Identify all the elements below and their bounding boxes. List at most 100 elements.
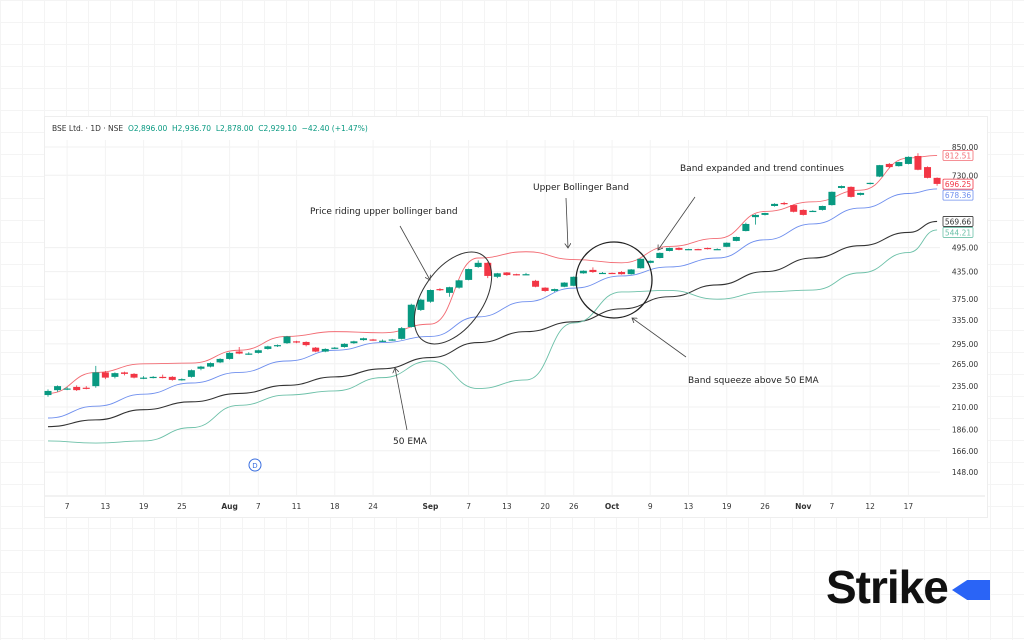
x-tick-label: Aug (221, 502, 238, 511)
candle-body (656, 252, 664, 258)
candle (417, 298, 425, 311)
x-tick-label: 7 (256, 502, 261, 511)
candle-body (924, 167, 932, 178)
candle (818, 205, 826, 211)
upper-band-line (47, 154, 938, 394)
squeeze-circle (575, 241, 653, 319)
candle-body (398, 328, 406, 339)
candle (694, 248, 702, 251)
candle (484, 262, 492, 279)
candle-body (904, 156, 912, 164)
annotation-price-riding: Price riding upper bollinger band (310, 207, 458, 217)
candle (82, 386, 90, 390)
x-tick-label: 19 (722, 502, 732, 511)
candle (675, 247, 683, 251)
candle (140, 376, 148, 380)
candle (63, 386, 71, 391)
candle-body (264, 346, 272, 349)
candle (847, 186, 855, 198)
candle-body (273, 345, 281, 347)
candle (771, 203, 779, 207)
candle (44, 389, 52, 397)
candle (359, 337, 367, 341)
candle-body (532, 280, 540, 287)
candle (799, 209, 807, 216)
candle-body (465, 269, 473, 280)
candle (512, 273, 520, 276)
candle-body (168, 376, 176, 380)
annotation-band-expanded: Band expanded and trend continues (680, 164, 844, 174)
y-tick-label: 730.00 (952, 171, 978, 180)
candle (532, 279, 540, 288)
candle (398, 326, 406, 340)
candle (665, 247, 673, 252)
x-tick-label: 20 (540, 502, 550, 511)
x-tick-label: 7 (466, 502, 471, 511)
candle-body (197, 366, 205, 369)
candle-body (589, 269, 597, 273)
candle (904, 156, 912, 165)
candle-body (637, 258, 645, 269)
y-tick-label: 210.00 (952, 403, 978, 412)
candle-body (293, 341, 301, 343)
price-label-middle-band: 678.36 (945, 191, 971, 200)
arrow-price-riding (399, 225, 430, 280)
candle (92, 365, 100, 388)
candle (455, 279, 463, 289)
candle (235, 347, 243, 355)
price-label-box (942, 178, 974, 190)
candle (273, 344, 281, 348)
candle (331, 347, 339, 349)
candle (283, 335, 291, 344)
symbol-name: BSE Ltd. (52, 124, 84, 133)
candle (589, 267, 597, 273)
candle-body (723, 242, 731, 247)
x-tick-label: 9 (648, 502, 653, 511)
y-tick-label: 375.00 (952, 295, 978, 304)
candle-body (120, 372, 128, 374)
x-tick-label: 18 (330, 502, 340, 511)
candle-body (665, 247, 673, 251)
candle (302, 341, 310, 347)
candle-body (713, 249, 721, 251)
candle (837, 185, 845, 189)
price-label-last-price: 696.25 (945, 180, 971, 189)
candle-body (646, 260, 654, 263)
x-tick-label: 12 (865, 502, 875, 511)
candle-body (474, 262, 482, 267)
candle-body (130, 373, 138, 378)
candle-body (187, 370, 195, 377)
price-axis[interactable]: 850.00 730.00 495.00 435.00 375.00 335.00 295.… (942, 143, 978, 477)
candle-body (790, 205, 798, 212)
candle (54, 385, 62, 392)
candle (293, 340, 301, 344)
arrow-upper-band (566, 197, 568, 248)
candle-body (312, 347, 320, 352)
candle (446, 286, 454, 297)
candle (207, 362, 215, 368)
candle-body (885, 163, 893, 168)
candle-body (732, 236, 740, 241)
x-tick-label: 24 (368, 502, 378, 511)
y-tick-label: 265.00 (952, 360, 978, 369)
candles (44, 153, 941, 397)
candle-body (876, 165, 884, 177)
candle (627, 269, 635, 275)
candle-body (493, 273, 501, 277)
candle-body (149, 376, 157, 379)
dividend-marker-icon[interactable] (248, 458, 262, 472)
candle (656, 252, 664, 259)
candle (933, 177, 941, 186)
candle-body (484, 262, 492, 276)
price-label-box (942, 189, 974, 201)
candle-body (73, 386, 81, 391)
candle-body (369, 339, 377, 341)
candle (828, 191, 836, 206)
candle-body (512, 274, 520, 276)
x-tick-label: 13 (502, 502, 512, 511)
candle-body (44, 390, 52, 396)
time-axis[interactable]: 7 13 19 25 Aug 7 11 18 24 Sep 7 13 20 26 Oct 9 13 19 26 Nov… (45, 495, 985, 511)
candle-body (216, 358, 224, 363)
candle-body (54, 386, 62, 391)
price-label-box (942, 216, 974, 227)
